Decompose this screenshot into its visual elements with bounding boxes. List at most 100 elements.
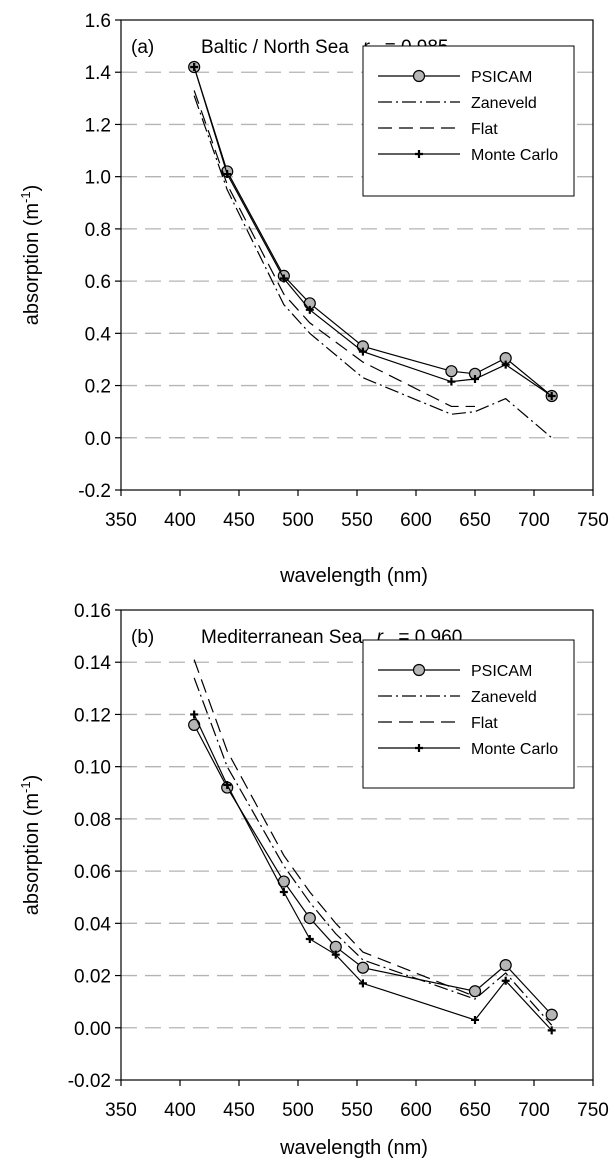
- monte-carlo-point: [190, 710, 199, 719]
- monte-carlo-point: [223, 780, 232, 789]
- x-tick-label: 550: [341, 510, 373, 531]
- series-line: [193, 90, 475, 408]
- monte-carlo-point: [547, 392, 556, 400]
- y-tick-label: 0.04: [74, 914, 111, 935]
- monte-carlo-point: [305, 305, 314, 314]
- y-axis-title-sup: -1: [18, 191, 33, 203]
- series-zaneveld: [193, 677, 553, 1026]
- legend-label: Zaneveld: [471, 689, 537, 706]
- y-tick-label: -0.02: [68, 1071, 111, 1092]
- y-tick-label: 0.14: [74, 653, 111, 674]
- x-tick-label: 400: [164, 1100, 196, 1121]
- y-axis-title: absorption (m-1): [18, 775, 43, 916]
- x-tick-label: 600: [400, 1100, 432, 1121]
- x-tick-label: 500: [282, 1100, 314, 1121]
- y-tick-label: 0.00: [74, 1019, 111, 1040]
- x-tick-label: 400: [164, 510, 196, 531]
- monte-carlo-point: [547, 1026, 556, 1035]
- series-psicam: [188, 718, 558, 1021]
- x-tick-label: 550: [341, 1100, 373, 1121]
- x-tick-label: 650: [459, 510, 491, 531]
- y-tick-label: 0.16: [74, 601, 111, 622]
- panel-label: (b): [131, 627, 154, 648]
- monte-carlo-point: [501, 976, 510, 985]
- x-tick-label: 350: [105, 1100, 137, 1121]
- monte-carlo-point: [190, 63, 199, 71]
- monte-carlo-point: [223, 170, 232, 179]
- monte-carlo-point: [501, 360, 510, 369]
- monte-carlo-point: [279, 888, 288, 896]
- y-tick-label: 0.0: [85, 429, 111, 450]
- y-tick-label: 0.4: [85, 324, 112, 345]
- monte-carlo-point: [471, 375, 479, 384]
- monte-carlo-point: [447, 377, 456, 386]
- rw-symbol: r: [377, 627, 384, 648]
- x-axis-title: wavelength (nm): [279, 565, 428, 587]
- series-monte-carlo: [190, 63, 556, 400]
- legend-label: Flat: [471, 715, 498, 732]
- psicam-point: [356, 961, 369, 974]
- series-monte-carlo: [190, 710, 556, 1035]
- y-axis-title-sup: -1: [18, 781, 33, 793]
- legend-label: Flat: [471, 121, 498, 138]
- chart-panel-a: -0.2 0.0 0.2 0.4 0.6 0.8 1.0 1.2 1.4 1.6 350 400 450…: [18, 11, 609, 587]
- y-axis-title-main: absorption (m: [21, 203, 43, 325]
- legend-marker: [415, 744, 423, 752]
- y-tick-label: 0.02: [74, 967, 111, 988]
- monte-carlo-point: [331, 950, 340, 959]
- x-tick-label: 350: [105, 510, 137, 531]
- legend-label: Zaneveld: [471, 95, 537, 112]
- x-tick-label: 600: [400, 510, 432, 531]
- x-tick-label: 500: [282, 510, 314, 531]
- series-line: [193, 659, 476, 998]
- psicam-point: [188, 718, 201, 731]
- monte-carlo-point: [305, 935, 314, 943]
- monte-carlo-point: [471, 1015, 479, 1024]
- psicam-point: [445, 365, 458, 378]
- series-flat: [193, 90, 475, 408]
- y-tick-label: 1.0: [85, 168, 111, 189]
- panel-title-text: Baltic / North Sea: [201, 37, 349, 58]
- legend: PSICAM Zaneveld Flat Monte Carlo: [362, 45, 575, 197]
- y-axis-title-end: ): [21, 185, 43, 192]
- y-tick-label: 1.4: [85, 63, 112, 84]
- panel-title-text: Mediterranean Sea: [201, 627, 363, 648]
- legend-marker: [412, 663, 426, 677]
- legend: PSICAM Zaneveld Flat Monte Carlo: [362, 639, 575, 789]
- y-tick-label: 1.6: [85, 11, 111, 32]
- chart-panel-b: -0.02 0.00 0.02 0.04 0.06 0.08 0.10 0.12 0.14 0.1…: [18, 601, 609, 1159]
- y-tick-label: 0.10: [74, 758, 111, 779]
- x-axis-title: wavelength (nm): [279, 1137, 428, 1159]
- y-tick-label: 0.08: [74, 810, 111, 831]
- x-tick-label: 700: [518, 1100, 550, 1121]
- legend-label: PSICAM: [471, 69, 532, 86]
- y-axis-title-end: ): [21, 775, 43, 782]
- x-tick-label: 750: [577, 510, 609, 531]
- panel-label: (a): [131, 37, 154, 58]
- y-tick-label: 0.2: [85, 377, 111, 398]
- y-tick-label: 0.06: [74, 862, 111, 883]
- x-tick-label: 750: [577, 1100, 609, 1121]
- series-line: [193, 677, 553, 1026]
- legend-label: Monte Carlo: [471, 147, 558, 164]
- monte-carlo-point: [358, 979, 367, 988]
- y-tick-label: 1.2: [85, 115, 111, 136]
- x-tick-label: 650: [459, 1100, 491, 1121]
- y-axis-title: absorption (m-1): [18, 185, 43, 326]
- y-axis-title-main: absorption (m: [21, 793, 43, 915]
- legend-marker: [415, 150, 423, 158]
- monte-carlo-point: [358, 347, 367, 356]
- y-tick-label: 0.12: [74, 705, 111, 726]
- legend-marker: [412, 69, 426, 83]
- psicam-point: [303, 912, 316, 925]
- legend-box: [362, 639, 575, 789]
- series-flat: [193, 659, 476, 998]
- y-tick-label: 0.6: [85, 272, 111, 293]
- x-tick-label: 700: [518, 510, 550, 531]
- psicam-point: [545, 1008, 558, 1021]
- x-tick-label: 450: [223, 510, 255, 531]
- x-tick-label: 450: [223, 1100, 255, 1121]
- monte-carlo-point: [279, 274, 288, 283]
- psicam-point: [499, 959, 512, 972]
